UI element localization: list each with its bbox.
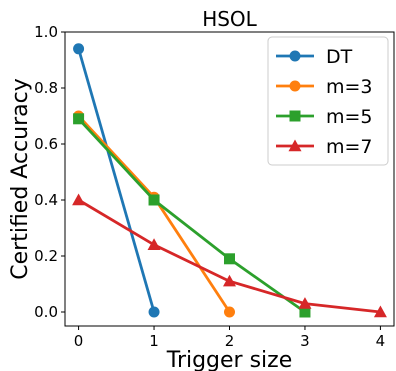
data-point-m5 bbox=[148, 194, 160, 206]
x-tick-label: 2 bbox=[225, 332, 235, 350]
y-tick-label: 0.8 bbox=[34, 79, 58, 97]
data-point-m7 bbox=[298, 297, 312, 309]
y-axis-label: Certified Accuracy bbox=[8, 78, 33, 279]
x-tick-label: 1 bbox=[149, 332, 159, 350]
data-point-m7 bbox=[72, 193, 86, 206]
data-point-m5 bbox=[299, 306, 311, 318]
legend-label: m=3 bbox=[326, 76, 373, 98]
data-point-m7 bbox=[223, 274, 236, 287]
data-point-dt bbox=[148, 306, 160, 318]
legend-label: m=7 bbox=[326, 136, 373, 158]
data-point-m3 bbox=[224, 306, 235, 318]
legend-marker bbox=[289, 50, 301, 62]
legend-item-m7: m=7 bbox=[276, 136, 373, 158]
legend-item-m3: m=3 bbox=[276, 76, 373, 98]
y-tick-label: 0.4 bbox=[34, 191, 58, 209]
y-tick-label: 0.2 bbox=[34, 247, 58, 265]
x-tick-label: 4 bbox=[376, 332, 386, 350]
x-tick-label: 0 bbox=[74, 332, 84, 350]
data-point-m5 bbox=[224, 253, 235, 265]
y-tick-label: 0.6 bbox=[34, 135, 58, 153]
legend-marker bbox=[289, 80, 301, 92]
series-line-dt bbox=[77, 48, 156, 313]
data-point-m7 bbox=[147, 238, 161, 250]
legend-label: DT bbox=[326, 46, 353, 68]
tick-group: 0 1 2 3 4 0.0 0.2 0.4 0.6 0.8 1.0 bbox=[34, 23, 385, 350]
legend-item-m5: m=5 bbox=[276, 106, 373, 128]
series-line-m5 bbox=[77, 117, 306, 314]
series-group bbox=[72, 43, 387, 318]
data-point-dt bbox=[73, 43, 85, 55]
legend-box bbox=[267, 36, 389, 166]
x-tick-label: 3 bbox=[300, 332, 310, 350]
series-m7 bbox=[72, 193, 387, 318]
data-point-m5 bbox=[73, 113, 85, 125]
legend-marker bbox=[289, 110, 301, 122]
x-axis-label: Trigger size bbox=[166, 348, 293, 371]
series-dt bbox=[73, 43, 160, 318]
legend-item-dt: DT bbox=[276, 46, 353, 68]
legend: DT m=3 m=5 m=7 bbox=[267, 36, 389, 166]
series-m5 bbox=[73, 113, 311, 318]
legend-marker bbox=[288, 139, 302, 152]
y-tick-label: 0.0 bbox=[34, 303, 58, 321]
series-m3 bbox=[73, 110, 235, 318]
legend-label: m=5 bbox=[326, 106, 373, 128]
data-point-m7 bbox=[373, 305, 387, 318]
y-tick-label: 1.0 bbox=[34, 23, 58, 41]
chart-title: HSOL bbox=[202, 7, 257, 31]
plot-frame bbox=[64, 31, 395, 327]
